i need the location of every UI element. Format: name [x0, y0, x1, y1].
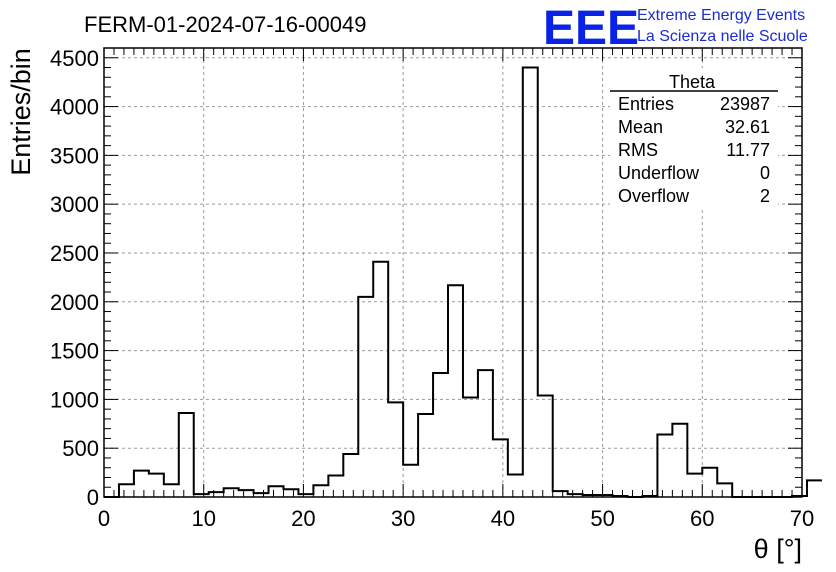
stats-row-label: Overflow — [618, 186, 690, 206]
histogram-bin — [807, 480, 822, 497]
x-tick-label: 70 — [790, 506, 814, 531]
x-tick-label: 10 — [191, 506, 215, 531]
x-tick-label: 30 — [391, 506, 415, 531]
stats-row-label: Entries — [618, 94, 674, 114]
histogram-bin — [523, 68, 538, 497]
axis-ticks — [103, 47, 803, 498]
eee-logo: EEE Extreme Energy Events La Scienza nel… — [543, 2, 808, 55]
histogram-bin — [403, 465, 418, 497]
histogram-bin — [478, 370, 493, 497]
histogram-bin — [224, 488, 239, 497]
y-tick-label: 2500 — [50, 241, 99, 266]
y-tick-label: 1500 — [50, 339, 99, 364]
stats-row-value: 11.77 — [726, 140, 770, 160]
stats-row-label: Underflow — [618, 163, 700, 183]
histogram-bin — [343, 454, 358, 497]
y-tick-label: 0 — [87, 485, 99, 510]
stats-row-value: 23987 — [720, 94, 770, 114]
histogram-bin — [283, 489, 298, 497]
y-tick-label: 4000 — [50, 95, 99, 120]
stats-row-value: 32.61 — [725, 117, 770, 137]
histogram-bin — [373, 262, 388, 497]
y-tick-label: 3500 — [50, 143, 99, 168]
x-tick-label: 0 — [98, 506, 110, 531]
y-tick-label: 500 — [62, 436, 99, 461]
x-axis-title: θ [°] — [754, 534, 802, 564]
histogram-bin — [508, 475, 523, 497]
histogram-bin — [269, 486, 284, 497]
histogram-bin — [328, 476, 343, 497]
stats-rows: Entries 23987 Mean 32.61 RMS 11.77 Underflow 0 O… — [618, 94, 770, 206]
x-tick-label: 20 — [291, 506, 315, 531]
logo-mark: EEE — [543, 2, 639, 55]
histogram-bin — [134, 471, 149, 497]
histogram-bin — [313, 485, 328, 497]
tick-labels: 0 10 20 30 40 50 60 700500100015002000250030003… — [50, 46, 814, 531]
stats-row-value: 2 — [760, 186, 770, 206]
histogram-bin — [672, 424, 687, 497]
y-tick-label: 4500 — [50, 46, 99, 71]
histogram-bin — [702, 468, 717, 497]
y-tick-label: 1000 — [50, 387, 99, 412]
y-axis-title: Entries/bin — [6, 48, 36, 176]
histogram-bin — [358, 297, 373, 497]
histogram-bin — [538, 395, 553, 497]
y-tick-label: 3000 — [50, 192, 99, 217]
histogram-bin — [463, 397, 478, 497]
histogram-bin — [418, 414, 433, 497]
histogram-bin — [687, 474, 702, 497]
stats-row-label: Mean — [618, 117, 663, 137]
histogram-bin — [388, 402, 403, 497]
logo-line-2: La Scienza nelle Scuole — [637, 28, 808, 45]
histogram-bin — [149, 474, 164, 497]
chart-title: FERM-01-2024-07-16-00049 — [84, 12, 367, 37]
histogram-bin — [164, 484, 179, 497]
histogram-bin — [493, 439, 508, 497]
y-tick-label: 2000 — [50, 290, 99, 315]
histogram-bin — [657, 435, 672, 497]
x-tick-label: 60 — [690, 506, 714, 531]
histogram-bin — [448, 285, 463, 497]
stats-title: Theta — [669, 72, 716, 92]
logo-line-1: Extreme Energy Events — [637, 7, 805, 24]
histogram-bin — [119, 484, 134, 497]
x-tick-label: 40 — [491, 506, 515, 531]
histogram-bin — [717, 483, 732, 497]
histogram-bin — [239, 490, 254, 497]
x-tick-label: 50 — [590, 506, 614, 531]
histogram-bin — [179, 413, 194, 497]
histogram-bin — [433, 373, 448, 497]
stats-row-value: 0 — [760, 163, 770, 183]
stats-row-label: RMS — [618, 140, 658, 160]
stats-box: Theta Entries 23987 Mean 32.61 RMS 11.77 Under… — [610, 68, 778, 208]
